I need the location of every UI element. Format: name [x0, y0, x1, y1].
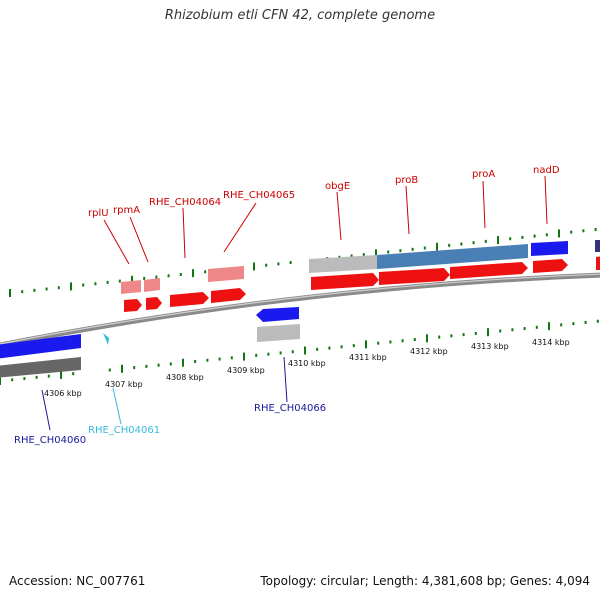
label-rhe04061: RHE_CH04061	[88, 425, 160, 436]
scale-label: 4314 kbp	[532, 338, 570, 347]
tick-row-upper	[9, 227, 597, 297]
scale-label: 4311 kbp	[349, 353, 387, 362]
label-nadD: nadD	[533, 165, 560, 176]
tick-row-lower	[0, 319, 599, 385]
scale-label: 4308 kbp	[166, 373, 204, 382]
gene-rhe04066[interactable]	[256, 307, 299, 322]
scale-labels: 4306 kbp 4307 kbp 4308 kbp 4309 kbp 4310…	[44, 338, 570, 398]
scale-label: 4306 kbp	[44, 389, 82, 398]
gene-rpmA-shadow[interactable]	[144, 278, 160, 292]
gene-rhe04065-shadow[interactable]	[208, 266, 244, 282]
gene-nadD-blue[interactable]	[531, 241, 568, 256]
gene-rhe04064[interactable]	[170, 292, 209, 307]
reverse-genes	[0, 307, 300, 378]
scale-label: 4312 kbp	[410, 347, 448, 356]
gene-proA[interactable]	[450, 262, 528, 279]
gene-obgE[interactable]	[311, 273, 379, 290]
map-title: Rhizobium etli CFN 42, complete genome	[164, 8, 436, 23]
accession-text: Accession: NC_007761	[9, 574, 146, 588]
reverse-label-lines	[41, 356, 288, 431]
scale-label: 4310 kbp	[288, 359, 326, 368]
gene-rplU[interactable]	[124, 299, 142, 312]
label-proA: proA	[472, 169, 495, 180]
label-rhe04060: RHE_CH04060	[14, 435, 86, 446]
summary-text: Topology: circular; Length: 4,381,608 bp…	[260, 574, 590, 588]
genome-backbone	[0, 272, 600, 348]
forward-gene-labels: rplU rpmA RHE_CH04064 RHE_CH04065 obgE p…	[88, 165, 560, 219]
scale-label: 4309 kbp	[227, 366, 265, 375]
scale-label: 4307 kbp	[105, 380, 143, 389]
label-rhe04066: RHE_CH04066	[254, 403, 326, 414]
operon-gray	[309, 255, 377, 273]
reverse-gene-labels: RHE_CH04060 RHE_CH04061 RHE_CH04066	[14, 403, 326, 446]
operon-blue	[377, 244, 528, 269]
gene-rhe04066-gray[interactable]	[257, 324, 300, 342]
label-rpmA: rpmA	[113, 205, 140, 216]
gene-rpmA[interactable]	[146, 297, 162, 310]
label-obgE: obgE	[325, 181, 350, 192]
label-proB: proB	[395, 175, 418, 186]
gene-rhe04060-gray[interactable]	[0, 357, 81, 378]
label-rhe04065: RHE_CH04065	[223, 190, 295, 201]
gene-rplU-shadow[interactable]	[121, 280, 141, 294]
gene-rhe04061[interactable]	[103, 333, 109, 345]
label-rhe04064: RHE_CH04064	[149, 197, 221, 208]
label-rplU: rplU	[88, 208, 109, 219]
gene-edge-right-blue[interactable]	[595, 240, 600, 252]
forward-label-lines	[103, 175, 548, 265]
gene-edge-right[interactable]	[596, 256, 600, 270]
gene-nadD[interactable]	[533, 259, 568, 273]
gene-rhe04065[interactable]	[211, 288, 246, 303]
gene-rhe04060[interactable]	[0, 334, 81, 359]
forward-genes	[121, 240, 600, 312]
scale-label: 4313 kbp	[471, 342, 509, 351]
genome-backbone-highlight	[0, 273, 600, 345]
gene-proB[interactable]	[379, 268, 450, 285]
